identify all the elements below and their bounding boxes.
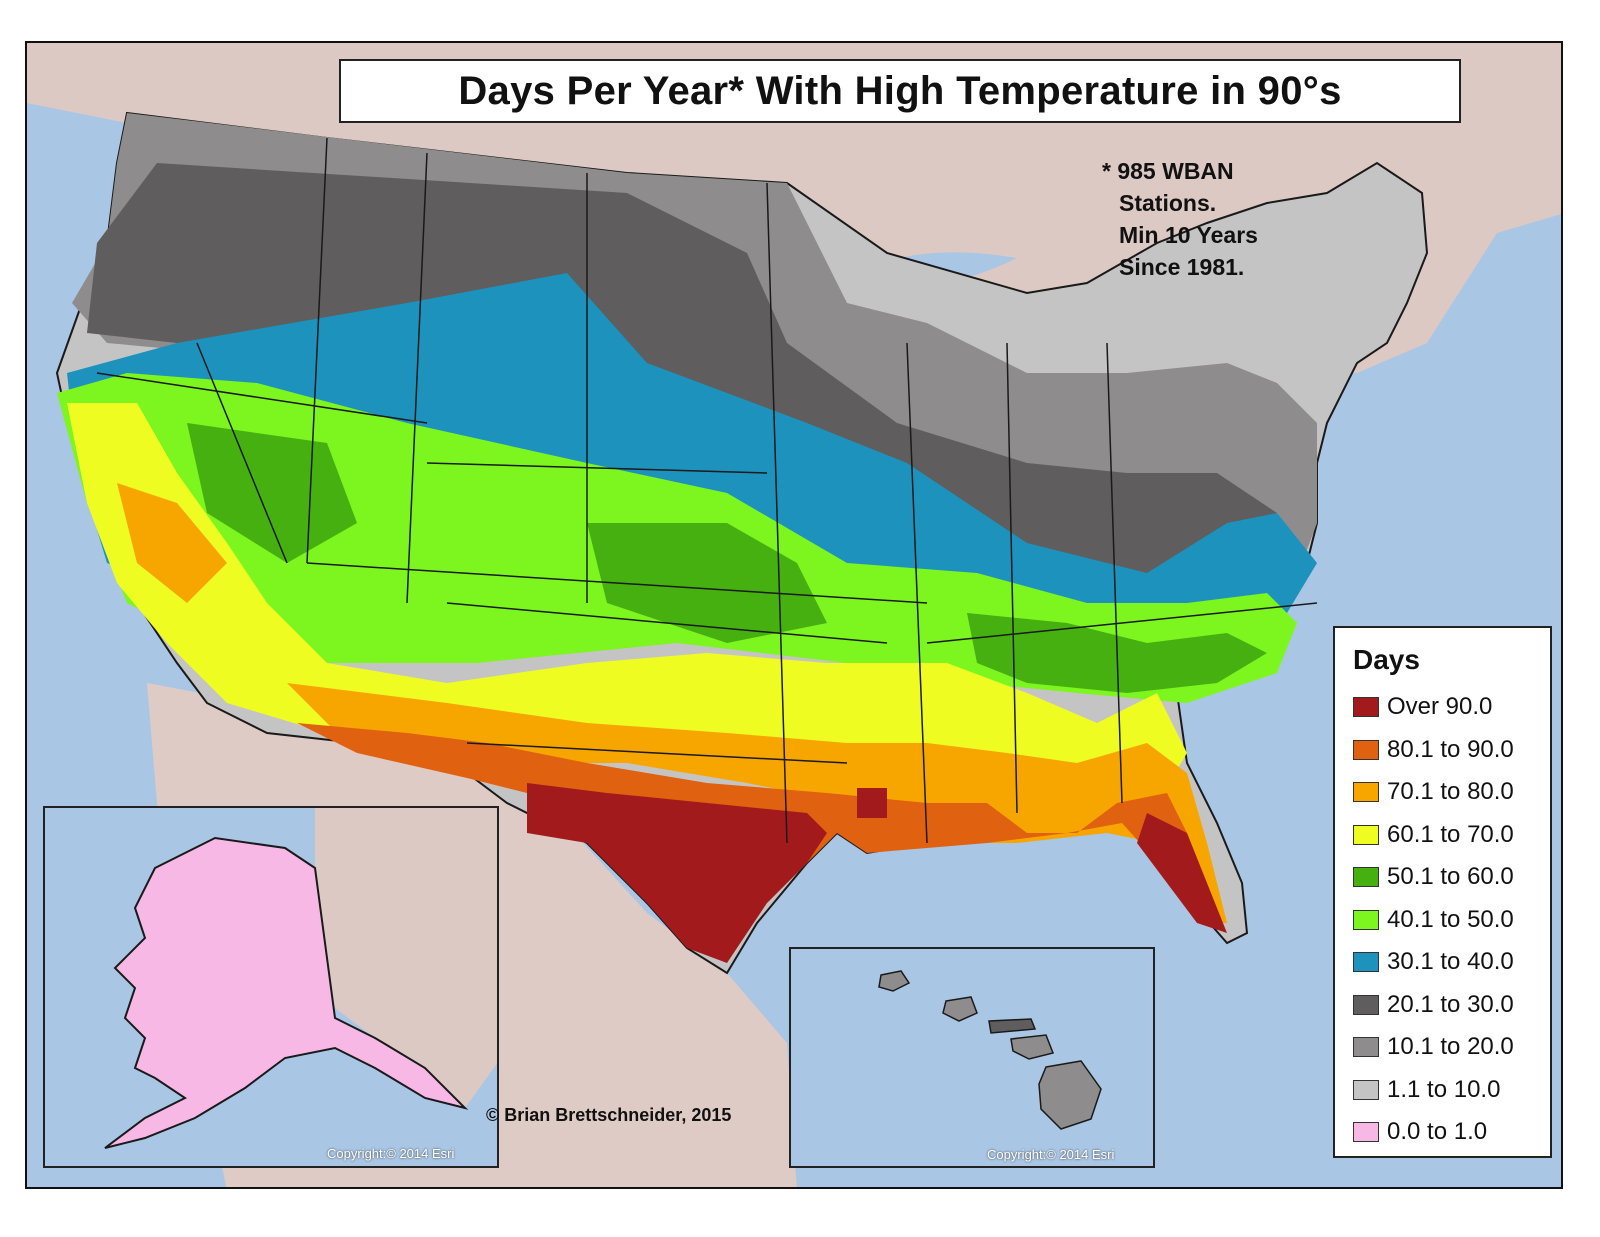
legend-label: Over 90.0 (1387, 693, 1493, 721)
contiguous-us-map (27, 43, 1561, 1187)
footnote-line-1: * 985 WBAN (1102, 158, 1234, 184)
legend-label: 50.1 to 60.0 (1387, 863, 1514, 891)
esri-credit-alaska: Copyright:© 2014 Esri (327, 1146, 455, 1161)
legend-swatch (1353, 1122, 1379, 1143)
footnote: * 985 WBAN Stations. Min 10 Years Since … (1102, 155, 1258, 283)
legend-item: 60.1 to 70.0 (1353, 814, 1550, 857)
legend-swatch (1353, 909, 1379, 930)
legend-title: Days (1353, 644, 1420, 675)
legend-item: 40.1 to 50.0 (1353, 899, 1550, 942)
author-credit: © Brian Brettschneider, 2015 (486, 1105, 732, 1125)
legend-swatch (1353, 1037, 1379, 1058)
map-title: Days Per Year* With High Temperature in … (458, 68, 1342, 113)
legend-items: Over 90.0 80.1 to 90.0 70.1 to 80.0 60.1 to… (1353, 686, 1550, 1154)
legend-label: 30.1 to 40.0 (1387, 948, 1514, 976)
legend-label: 60.1 to 70.0 (1387, 820, 1514, 848)
legend-label: 70.1 to 80.0 (1387, 778, 1514, 806)
legend-item: 70.1 to 80.0 (1353, 771, 1550, 814)
legend-swatch (1353, 697, 1379, 718)
legend-swatch (1353, 824, 1379, 845)
footnote-line-4: Since 1981. (1119, 254, 1245, 280)
legend-item: 30.1 to 40.0 (1353, 941, 1550, 984)
legend-item: 20.1 to 30.0 (1353, 984, 1550, 1027)
legend-item: 80.1 to 90.0 (1353, 729, 1550, 772)
state-boundaries (96, 137, 1318, 844)
legend-item: Over 90.0 (1353, 686, 1550, 729)
legend-label: 40.1 to 50.0 (1387, 905, 1514, 933)
legend-swatch (1353, 782, 1379, 803)
band-50-60 (187, 423, 1267, 693)
legend-swatch (1353, 867, 1379, 888)
legend-swatch (1353, 952, 1379, 973)
band-over-90 (527, 783, 1227, 963)
legend-swatch (1353, 739, 1379, 760)
hawaii-molokai (988, 1018, 1037, 1034)
hawaii-inset: Copyright:© 2014 Esri (789, 947, 1155, 1168)
alaska-inset: Copyright:© 2014 Esri (43, 806, 499, 1168)
footnote-line-3: Min 10 Years (1119, 222, 1258, 248)
legend-item: 50.1 to 60.0 (1353, 856, 1550, 899)
hawaii-maui (1010, 1034, 1055, 1060)
legend-item: 1.1 to 10.0 (1353, 1069, 1550, 1112)
legend: Days Over 90.0 80.1 to 90.0 70.1 to 80.0 60… (1333, 626, 1552, 1158)
hawaii-big-island (1038, 1060, 1102, 1130)
legend-label: 10.1 to 20.0 (1387, 1033, 1514, 1061)
legend-label: 80.1 to 90.0 (1387, 735, 1514, 763)
canada-land-ak (315, 808, 497, 1108)
legend-label: 1.1 to 10.0 (1387, 1075, 1501, 1103)
legend-item: 10.1 to 20.0 (1353, 1026, 1550, 1069)
legend-label: 20.1 to 30.0 (1387, 990, 1514, 1018)
map-frame: Days Per Year* With High Temperature in … (25, 41, 1563, 1189)
legend-swatch (1353, 994, 1379, 1015)
legend-swatch (1353, 1079, 1379, 1100)
hawaii-oahu (942, 996, 978, 1022)
alaska-shape (104, 836, 469, 1149)
hawaii-kauai (878, 970, 911, 992)
footnote-line-2: Stations. (1119, 190, 1217, 216)
legend-item: 0.0 to 1.0 (1353, 1111, 1550, 1154)
esri-credit-hawaii: Copyright:© 2014 Esri (987, 1147, 1115, 1162)
map-title-box: Days Per Year* With High Temperature in … (339, 59, 1461, 123)
legend-label: 0.0 to 1.0 (1387, 1118, 1488, 1146)
